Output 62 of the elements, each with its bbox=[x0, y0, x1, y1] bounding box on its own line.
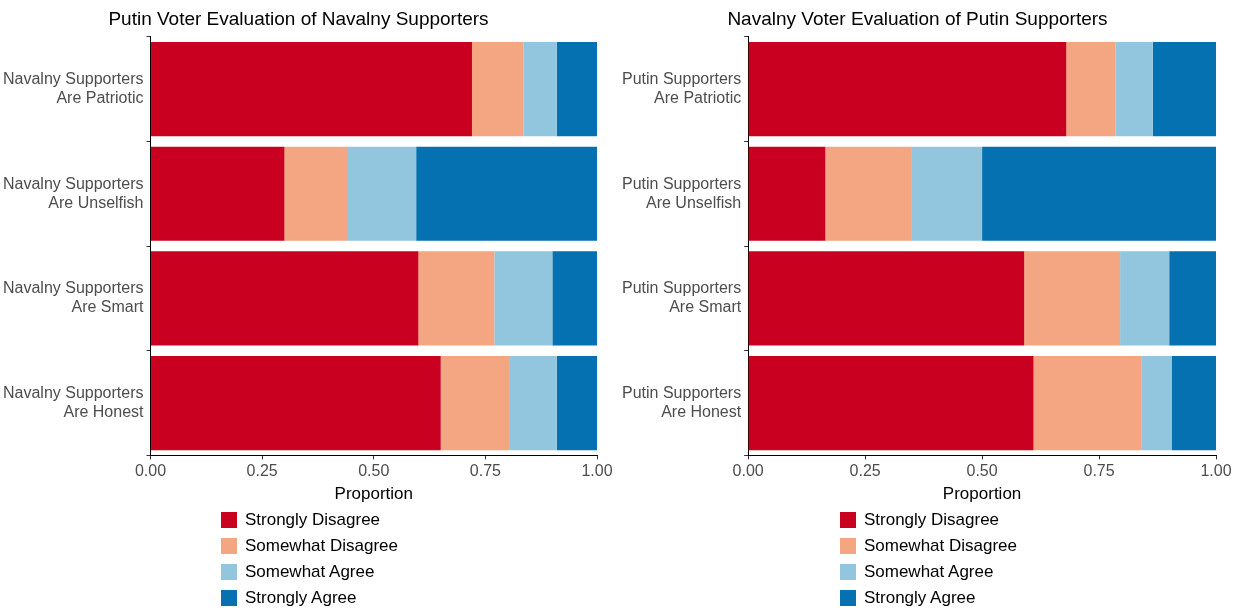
x-tick-label: 0.00 bbox=[732, 462, 764, 480]
bar bbox=[494, 251, 553, 346]
y-tick-label: Putin Supporters Are Unselfish bbox=[621, 174, 742, 211]
x-axis-title: Proportion bbox=[942, 484, 1022, 504]
bar bbox=[911, 146, 983, 241]
bar bbox=[982, 146, 1216, 241]
bar bbox=[151, 146, 285, 241]
legend-label: Somewhat Agree bbox=[863, 562, 994, 582]
x-tick-label: 0.50 bbox=[358, 462, 390, 480]
bar bbox=[418, 251, 495, 346]
bar bbox=[440, 355, 510, 451]
bar bbox=[151, 251, 419, 346]
legend-label: Strongly Agree bbox=[863, 588, 976, 608]
bar bbox=[556, 355, 597, 451]
bar bbox=[1024, 251, 1121, 346]
bar bbox=[151, 355, 441, 451]
x-tick-label: 0.50 bbox=[966, 462, 998, 480]
y-tick-label: Putin Supporters Are Smart bbox=[621, 279, 742, 316]
bar bbox=[1169, 251, 1216, 346]
y-tick-label: Navalny Supporters Are Unselfish bbox=[3, 174, 144, 211]
y-tick-label: Putin Supporters Are Honest bbox=[621, 383, 742, 421]
x-tick-label: 1.00 bbox=[581, 462, 613, 480]
y-tick-label: Navalny Supporters Are Patriotic bbox=[3, 69, 144, 107]
bar bbox=[416, 146, 597, 241]
bar bbox=[1152, 42, 1216, 137]
legend-label: Strongly Agree bbox=[244, 588, 357, 608]
bar bbox=[748, 251, 1025, 346]
x-tick-label: 1.00 bbox=[1200, 462, 1232, 480]
bar bbox=[1171, 355, 1216, 451]
bar bbox=[748, 42, 1067, 137]
y-tick-label: Putin Supporters Are Patriotic bbox=[621, 69, 742, 107]
x-axis-title: Proportion bbox=[334, 484, 413, 504]
bar bbox=[748, 355, 1034, 451]
legend-label: Strongly Disagree bbox=[244, 510, 381, 530]
x-tick-label: 0.25 bbox=[246, 462, 278, 480]
x-tick-label: 0.25 bbox=[849, 462, 881, 480]
bar bbox=[748, 146, 826, 241]
bar bbox=[509, 355, 557, 451]
bar bbox=[1033, 355, 1142, 451]
chart-title: Putin Voter Evaluation of Navalny Supporters bbox=[108, 7, 489, 29]
y-tick-label: Navalny Supporters Are Honest bbox=[3, 383, 145, 421]
bar bbox=[1141, 355, 1172, 451]
chart-title: Navalny Voter Evaluation of Putin Supporters bbox=[727, 7, 1108, 29]
bar bbox=[825, 146, 912, 241]
legend-label: Somewhat Agree bbox=[244, 562, 375, 582]
bar bbox=[346, 146, 417, 241]
bar bbox=[1066, 42, 1116, 137]
bar bbox=[151, 42, 472, 137]
x-tick-label: 0.75 bbox=[1083, 462, 1115, 480]
bar bbox=[1120, 251, 1170, 346]
legend-label: Somewhat Disagree bbox=[244, 536, 399, 556]
y-tick-label: Navalny Supporters Are Smart bbox=[3, 279, 145, 316]
bar bbox=[523, 42, 557, 137]
bar bbox=[556, 42, 597, 137]
bar bbox=[1115, 42, 1153, 137]
bar bbox=[552, 251, 597, 346]
x-tick-label: 0.75 bbox=[469, 462, 502, 480]
bar bbox=[284, 146, 347, 241]
bar bbox=[471, 42, 524, 137]
legend-label: Somewhat Disagree bbox=[863, 536, 1018, 556]
x-tick-label: 0.00 bbox=[134, 462, 167, 480]
legend-label: Strongly Disagree bbox=[863, 510, 1000, 530]
